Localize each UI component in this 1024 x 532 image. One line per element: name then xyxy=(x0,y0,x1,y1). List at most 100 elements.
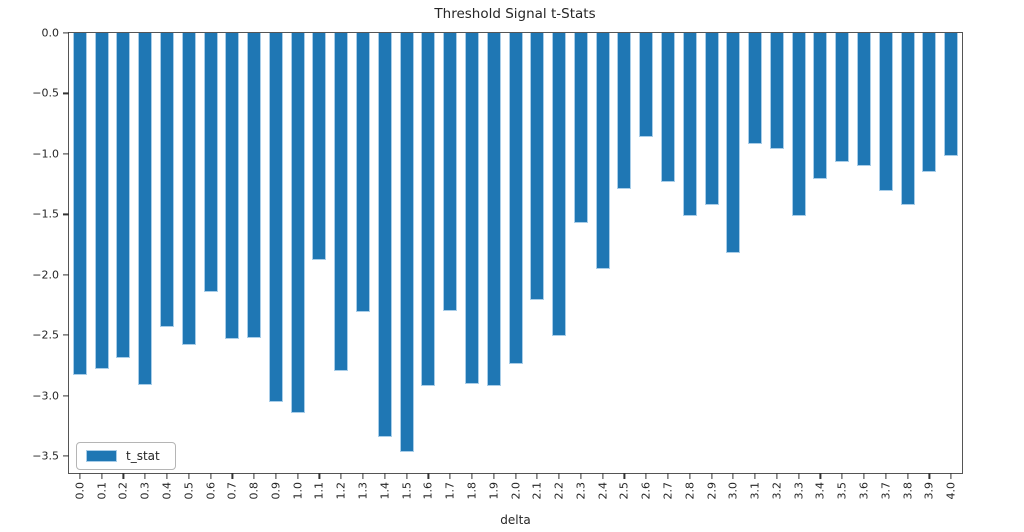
x-tick-label: 0.9 xyxy=(269,482,283,500)
x-tick-mark xyxy=(449,473,451,479)
bar xyxy=(312,33,327,261)
x-tick-mark xyxy=(427,473,429,479)
y-tick-mark xyxy=(63,274,69,276)
legend-swatch-icon xyxy=(86,450,117,462)
y-tick-label: −2.5 xyxy=(32,328,59,342)
x-tick-mark xyxy=(318,473,321,479)
bar xyxy=(878,33,893,192)
plot-area: 0.0 −0.5 −1.0 −1.5 −2.0 −2.5 −3.0 −3.5 0.0 0.1 0.… xyxy=(32,27,963,527)
x-tick-mark xyxy=(471,473,473,479)
x-tick-label: 1.6 xyxy=(421,482,435,500)
y-tick-mark xyxy=(63,334,69,336)
bar xyxy=(944,33,959,157)
y-tick-label: 0.0 xyxy=(41,26,60,40)
bar xyxy=(116,33,131,359)
x-tick-mark xyxy=(384,473,386,479)
x-tick-label: 1.0 xyxy=(291,482,305,500)
y-tick-mark xyxy=(63,213,69,215)
x-tick-mark xyxy=(144,473,146,479)
x-tick-label: 1.9 xyxy=(487,482,501,500)
x-tick-mark xyxy=(689,473,691,479)
bar xyxy=(486,33,501,386)
x-tick-mark xyxy=(754,473,756,479)
bar xyxy=(268,33,283,402)
x-tick-mark xyxy=(819,473,822,479)
y-tick-label: −1.0 xyxy=(32,147,59,161)
y-tick-mark xyxy=(63,455,69,457)
x-tick-mark xyxy=(514,473,517,479)
x-tick-mark xyxy=(885,473,887,479)
x-tick-label: 0.5 xyxy=(182,482,196,500)
x-tick-label: 0.6 xyxy=(204,482,218,500)
x-tick-label: 3.7 xyxy=(879,482,893,500)
bar xyxy=(72,33,87,376)
x-tick-mark xyxy=(209,473,212,479)
y-tick-label: −1.5 xyxy=(32,207,59,221)
x-tick-label: 0.3 xyxy=(138,482,152,500)
x-tick-label: 0.1 xyxy=(95,482,109,500)
bar xyxy=(660,33,675,182)
x-tick-mark xyxy=(79,473,81,479)
bar xyxy=(704,33,719,205)
bar xyxy=(443,33,458,312)
bar xyxy=(181,33,196,345)
x-tick-mark xyxy=(645,473,647,479)
bar xyxy=(530,33,545,301)
x-tick-label: 4.0 xyxy=(944,482,958,500)
x-tick-label: 2.4 xyxy=(596,482,610,500)
x-tick-label: 0.4 xyxy=(160,482,174,500)
bar xyxy=(552,33,567,337)
x-tick-mark xyxy=(297,473,299,479)
x-tick-label: 3.1 xyxy=(748,482,762,500)
x-tick-label: 3.4 xyxy=(813,482,827,500)
legend-label: t_stat xyxy=(126,449,160,463)
bar xyxy=(399,33,414,453)
bar xyxy=(94,33,109,370)
x-tick-label: 1.8 xyxy=(465,482,479,500)
bar xyxy=(617,33,632,189)
x-tick-mark xyxy=(362,473,364,479)
x-tick-label: 2.2 xyxy=(552,482,566,500)
x-tick-mark xyxy=(580,473,582,479)
x-tick-label: 3.3 xyxy=(792,482,806,500)
bar xyxy=(464,33,479,384)
bar xyxy=(356,33,371,313)
bar xyxy=(508,33,523,365)
x-tick-mark xyxy=(493,473,495,479)
x-tick-label: 1.1 xyxy=(312,482,326,500)
y-tick-mark xyxy=(63,32,69,34)
bar xyxy=(421,33,436,386)
bar xyxy=(900,33,915,205)
x-tick-label: 3.9 xyxy=(922,482,936,500)
x-tick-label: 2.7 xyxy=(661,482,675,500)
x-tick-mark xyxy=(536,473,538,479)
y-tick-label: −2.0 xyxy=(32,268,59,282)
x-tick-mark xyxy=(602,473,604,479)
x-tick-label: 2.0 xyxy=(509,482,522,500)
x-tick-label: 2.9 xyxy=(705,482,719,500)
y-tick-label: −3.5 xyxy=(32,449,59,463)
bar xyxy=(160,33,175,327)
x-tick-label: 1.7 xyxy=(443,482,457,500)
x-tick-mark xyxy=(732,473,734,479)
legend: t_stat xyxy=(76,442,176,470)
x-tick-label: 1.4 xyxy=(378,482,392,500)
x-tick-label: 2.1 xyxy=(530,482,544,500)
bar xyxy=(334,33,349,372)
x-tick-mark xyxy=(340,473,342,479)
y-tick-label: −3.0 xyxy=(32,389,59,403)
bar xyxy=(726,33,741,253)
x-tick-label: 0.8 xyxy=(247,482,261,500)
x-tick-label: 3.5 xyxy=(835,482,849,500)
x-tick-label: 2.6 xyxy=(639,482,653,500)
x-tick-mark xyxy=(928,473,930,479)
bar xyxy=(682,33,697,216)
x-tick-mark xyxy=(710,473,713,479)
x-tick-label: 2.3 xyxy=(574,482,588,500)
bar xyxy=(769,33,784,150)
x-tick-label: 0.7 xyxy=(225,482,239,500)
x-tick-mark xyxy=(275,473,277,479)
x-tick-mark xyxy=(188,473,190,479)
y-tick-label: −0.5 xyxy=(32,86,59,100)
bar xyxy=(203,33,218,292)
